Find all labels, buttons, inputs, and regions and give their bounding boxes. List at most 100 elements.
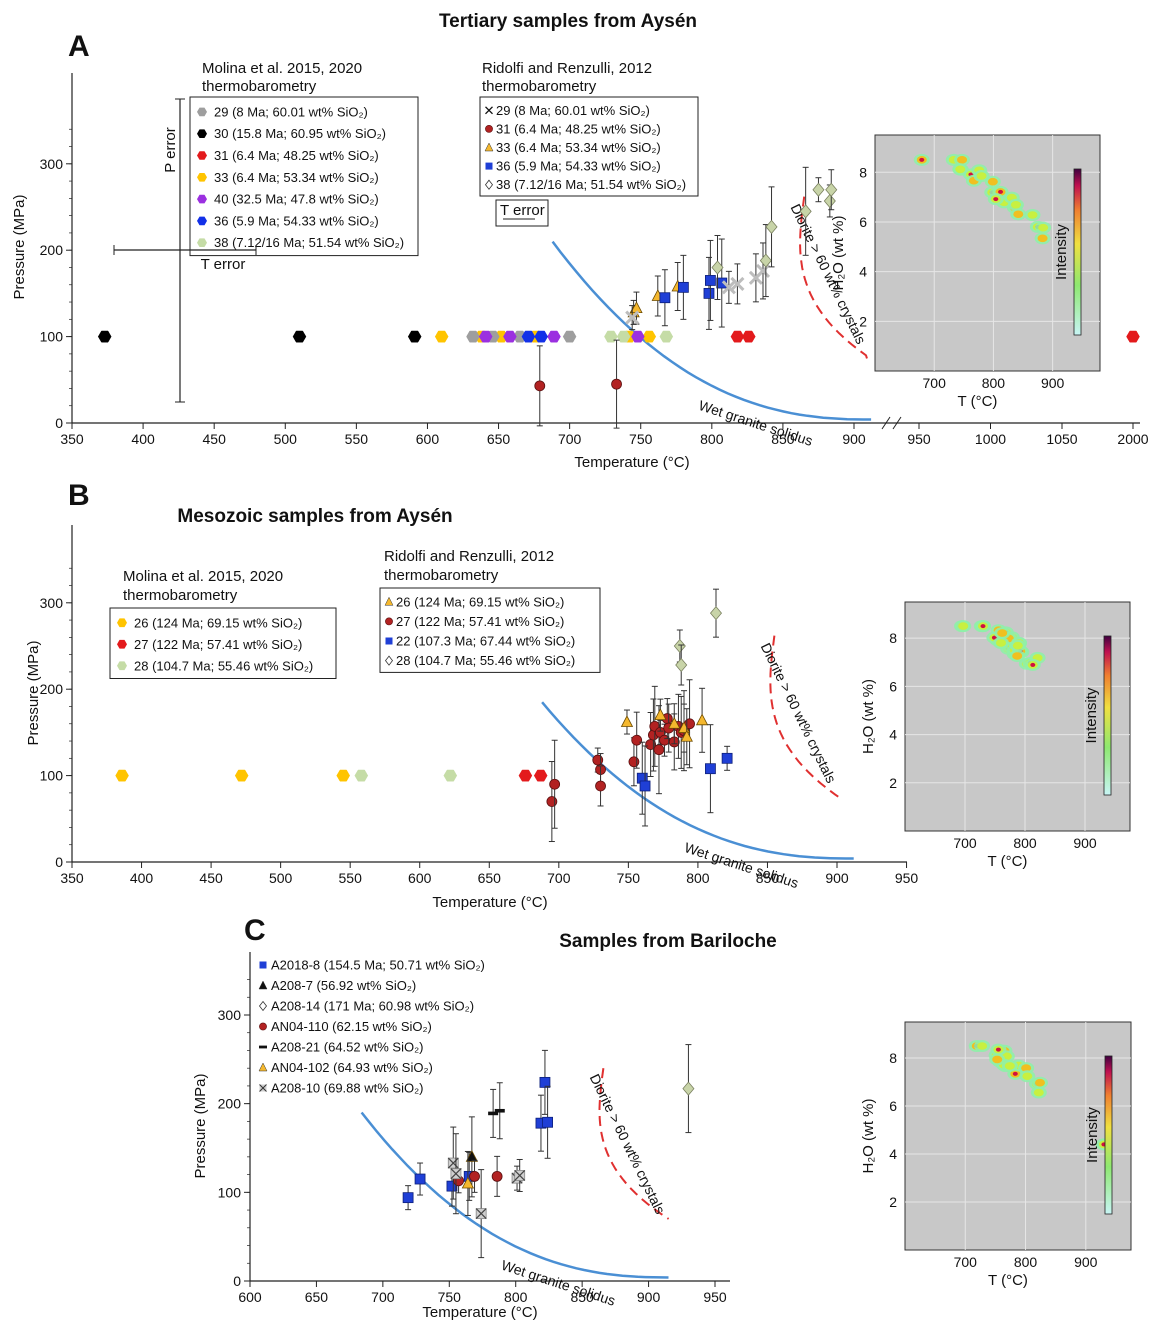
x-tick-label: 700 [371, 1289, 395, 1305]
ridolfi-heading: Ridolfi and Renzulli, 2012 [482, 60, 652, 77]
molina-heading: thermobarometry [202, 78, 317, 95]
x-axis-label: Temperature (°C) [574, 454, 689, 471]
density-blob [957, 156, 968, 164]
diorite-label: Diorite > 60 wt% crystals [788, 201, 870, 346]
legend-box [189, 96, 419, 257]
density-blob [958, 622, 969, 630]
legend-marker [259, 1022, 267, 1031]
x-tick-label: 350 [60, 431, 84, 447]
legend-label: 29 (8 Ma; 60.01 wt% SiO₂) [496, 103, 650, 118]
data-point [115, 769, 129, 782]
y-tick-label: 100 [218, 1184, 242, 1200]
legend-marker [197, 173, 207, 182]
density-blob [1034, 1078, 1045, 1087]
legend-marker [197, 238, 207, 247]
data-point [680, 729, 693, 742]
legend-label: 36 (5.9 Ma; 54.33 wt% SiO₂) [214, 213, 379, 228]
inset-x-tick-label: 800 [982, 375, 1006, 391]
data-point [491, 1170, 503, 1182]
legend-label: 27 (122 Ma; 57.41 wt% SiO₂) [396, 614, 564, 629]
inset-y-tick-label: 8 [889, 1050, 897, 1066]
y-tick-label: 200 [40, 242, 64, 258]
inset-x-tick-label: 700 [954, 1254, 978, 1270]
data-point [478, 330, 493, 343]
colorbar [1073, 168, 1082, 336]
data-point [447, 1157, 459, 1169]
density-blob [1010, 201, 1021, 209]
inset-y-tick-label: 6 [859, 214, 867, 230]
legend-marker [258, 980, 268, 990]
data-point [730, 330, 745, 343]
axis-break-mark [881, 416, 891, 430]
density-blob [987, 177, 998, 186]
inset-x-tick-label: 700 [953, 835, 977, 851]
density-blob [1022, 1072, 1033, 1081]
legend-marker [384, 655, 394, 666]
data-point [234, 769, 249, 782]
legend-marker [258, 1000, 268, 1012]
legend-marker [385, 637, 393, 645]
data-point [534, 330, 548, 343]
data-point [461, 1176, 475, 1189]
y-tick-label: 0 [233, 1273, 241, 1289]
legend-marker [197, 107, 207, 117]
inset-x-tick-label: 700 [923, 375, 947, 391]
colorbar-label: Intensity [1084, 1107, 1101, 1163]
legend-label: 27 (122 Ma; 57.41 wt% SiO₂) [134, 637, 302, 652]
data-point [562, 330, 577, 343]
data-point [730, 276, 745, 291]
data-point [611, 378, 622, 390]
diorite-curve [799, 196, 869, 362]
inset-y-tick-label: 4 [889, 1146, 897, 1162]
data-point [503, 330, 517, 343]
legend-label: 38 (7.12/16 Ma; 51.54 wt% SiO₂) [496, 177, 686, 192]
data-point [823, 193, 836, 209]
p-error-label: P error [162, 127, 179, 173]
density-peak [919, 157, 925, 162]
panel-title: Samples from Bariloche [559, 931, 777, 952]
density-blob [1027, 211, 1038, 219]
legend-marker [197, 129, 207, 138]
density-blob [977, 1042, 988, 1050]
data-point [675, 657, 688, 673]
y-tick-label: 100 [40, 329, 64, 345]
wet-granite-solidus-curve [360, 1111, 669, 1279]
data-point [703, 287, 715, 299]
density-blob [1033, 1088, 1044, 1097]
data-point [695, 713, 709, 726]
inset-x-tick-label: 800 [1013, 835, 1037, 851]
y-tick-label: 0 [55, 854, 63, 870]
x-tick-label: 650 [305, 1289, 329, 1305]
x-axis-label: Temperature (°C) [432, 894, 547, 911]
data-point [604, 330, 618, 343]
inset-x-tick-label: 900 [1074, 1254, 1098, 1270]
density-peak [980, 624, 986, 629]
panel-b: Mesozoic samples from Aysén B 0 100 200 300 35… [25, 479, 1131, 911]
y-tick-label: 300 [40, 595, 64, 611]
data-point [450, 1168, 462, 1180]
colorbar-label: Intensity [1053, 224, 1070, 280]
legend-marker [259, 1045, 267, 1049]
data-point [659, 292, 671, 304]
x-tick-label: 400 [130, 870, 154, 886]
x-tick-label: 2000 [1117, 431, 1148, 447]
density-peak [995, 1047, 1001, 1052]
ridolfi-heading: thermobarometry [482, 78, 597, 95]
x-tick-label: 1000 [975, 431, 1006, 447]
data-point [534, 380, 546, 392]
legend-label: 30 (15.8 Ma; 60.95 wt% SiO₂) [214, 126, 386, 141]
legend-marker [259, 1084, 267, 1092]
panel-letter: A [68, 30, 90, 63]
data-point [653, 744, 665, 756]
x-tick-label: 850 [756, 870, 780, 886]
legend-label: A208-21 (64.52 wt% SiO₂) [271, 1040, 423, 1055]
data-point [336, 769, 350, 782]
legend-label: 40 (32.5 Ma; 47.8 wt% SiO₂) [214, 192, 379, 207]
legend-marker [197, 216, 207, 226]
data-point [742, 330, 756, 343]
x-tick-label: 600 [238, 1289, 262, 1305]
x-tick-label: 550 [345, 431, 369, 447]
data-point [825, 182, 838, 197]
legend-label: A2018-8 (154.5 Ma; 50.71 wt% SiO₂) [271, 958, 485, 973]
